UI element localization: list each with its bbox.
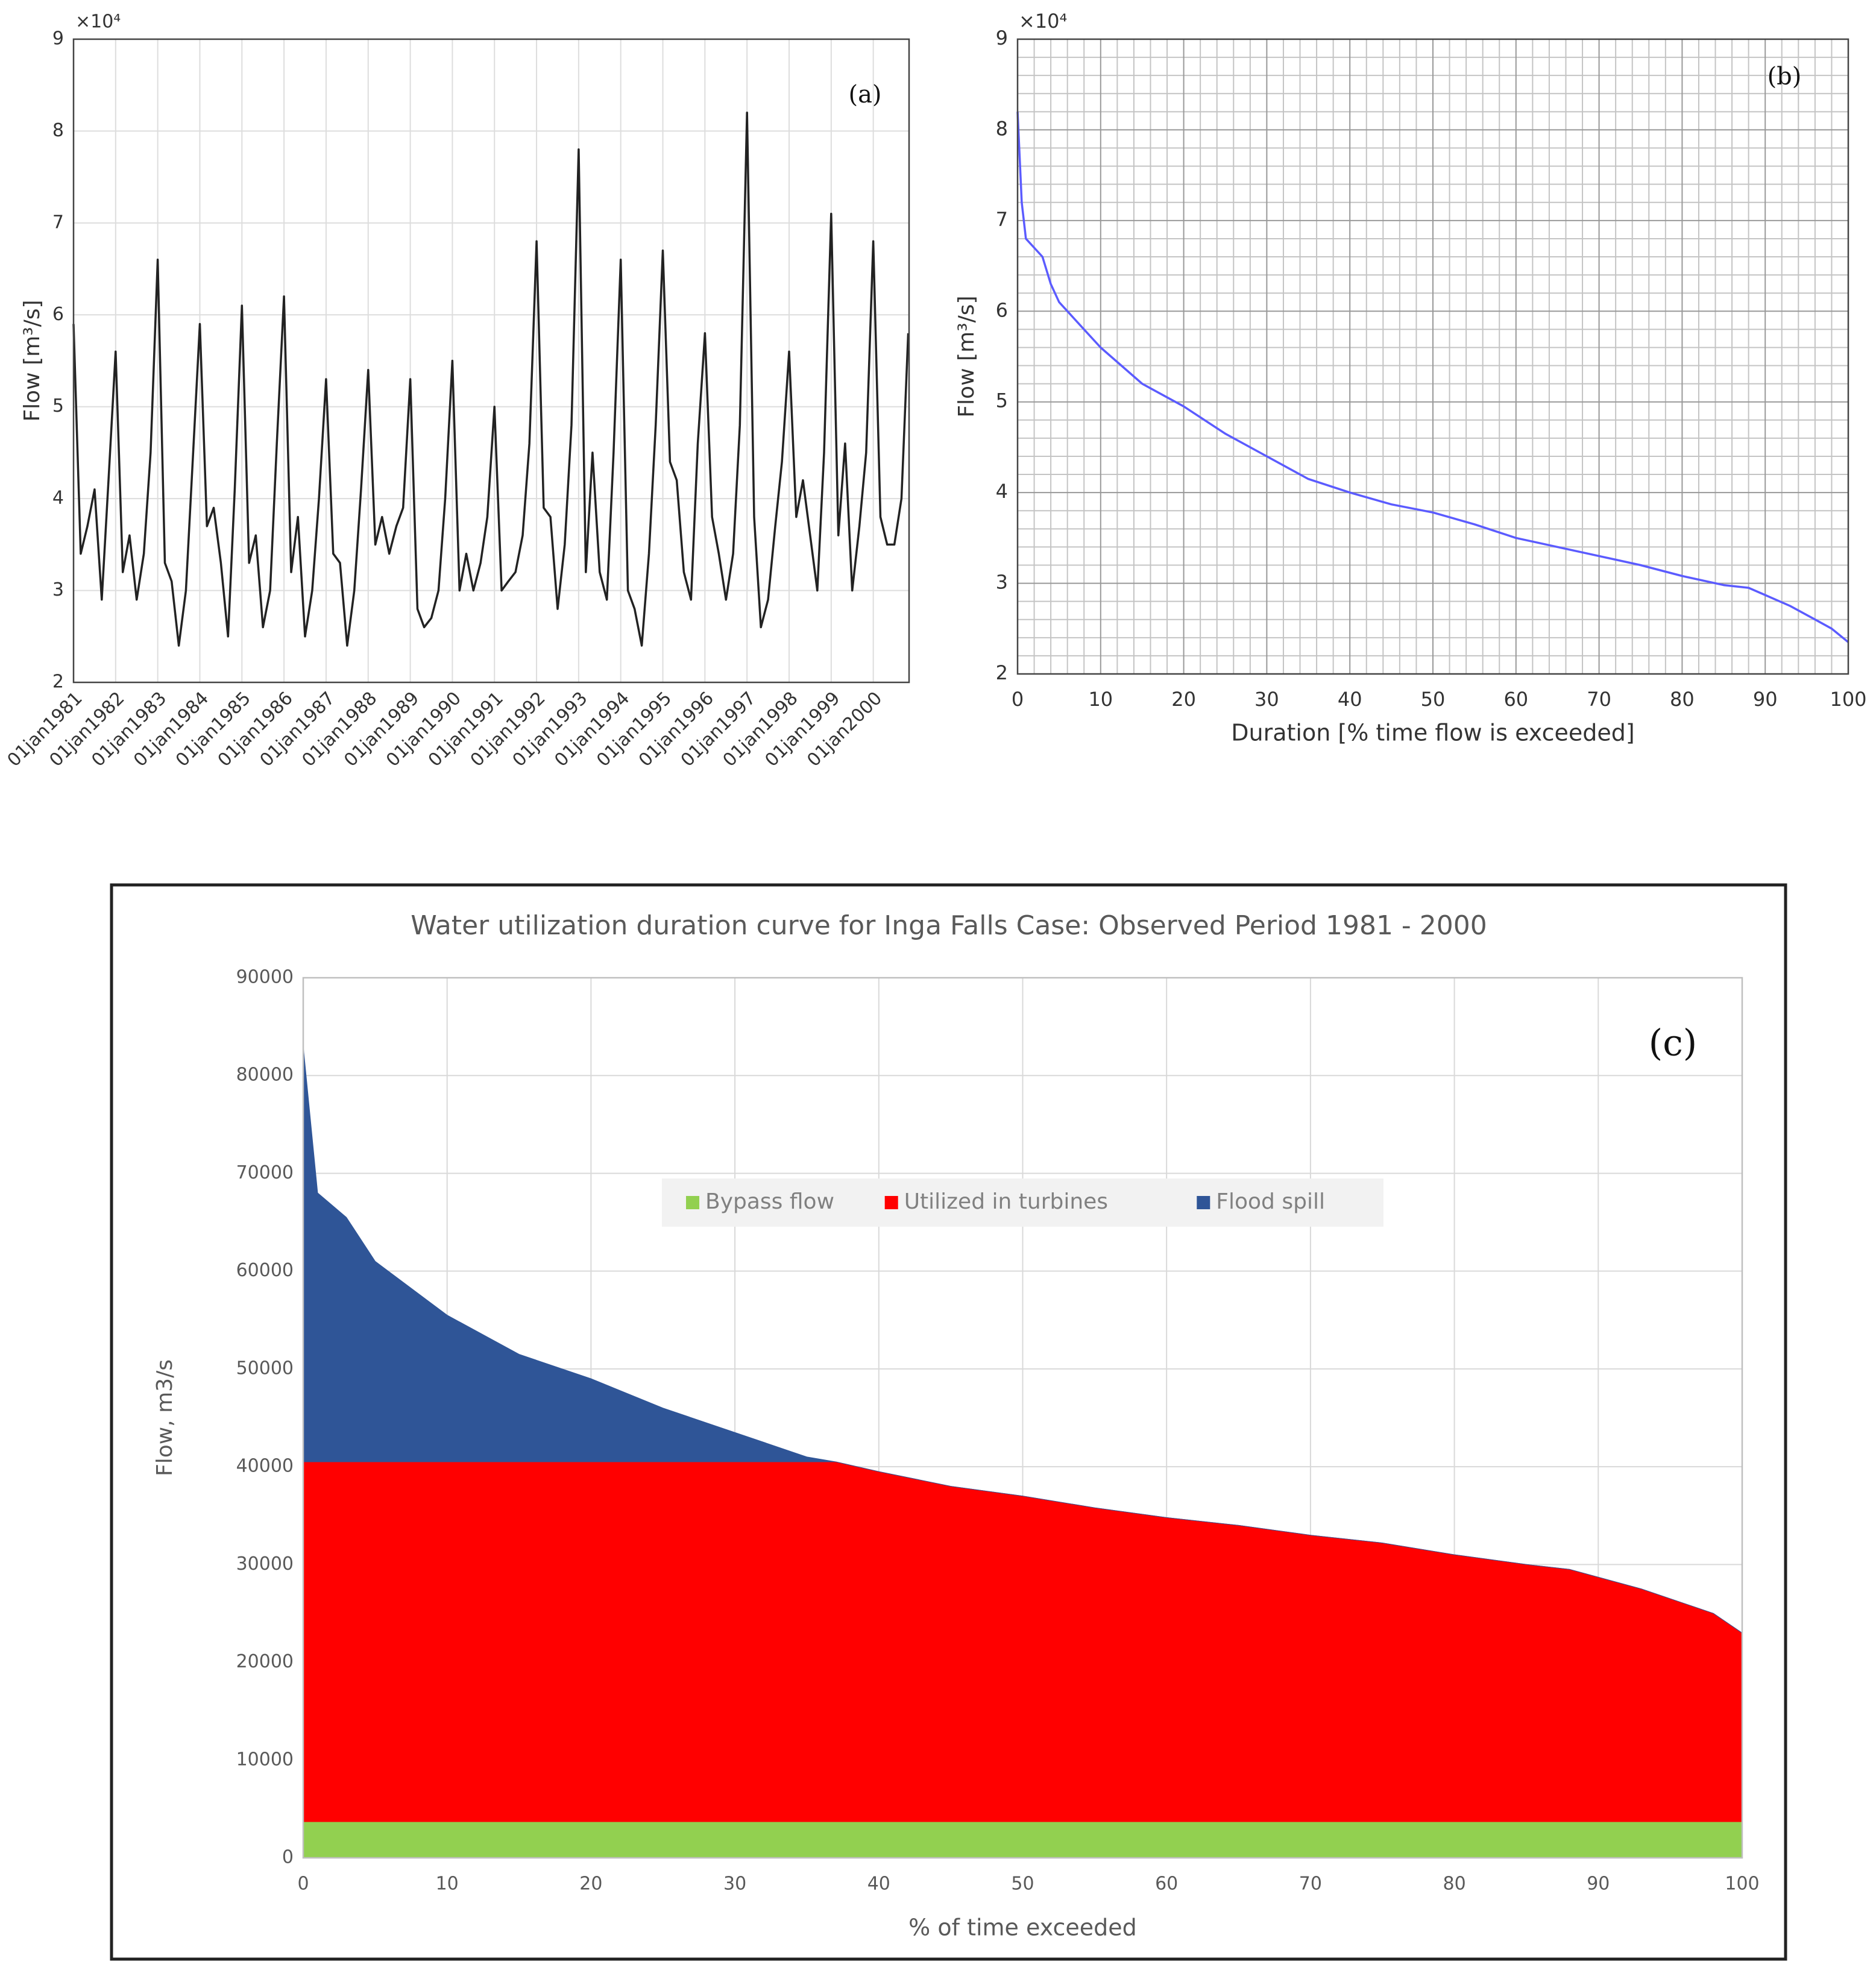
panel-label: (b) — [1767, 63, 1802, 90]
y-tick-label: 4 — [996, 480, 1008, 503]
y-tick-label: 6 — [52, 304, 64, 325]
x-tick-label: 20 — [1171, 688, 1196, 711]
x-tick-label: 40 — [1338, 688, 1362, 711]
y-tick-label: 0 — [282, 1847, 294, 1868]
y-tick-label: 7 — [52, 212, 64, 233]
x-tick-label: 100 — [1830, 688, 1866, 711]
y-multiplier: ×10⁴ — [75, 11, 121, 33]
x-tick-label: 80 — [1443, 1874, 1466, 1895]
data-line — [1016, 112, 1849, 643]
area — [303, 1046, 1743, 1634]
panel-c-border — [110, 883, 1787, 1961]
x-tick-label: 100 — [1725, 1874, 1759, 1895]
y-axis-label: Flow [m³/s] — [20, 300, 45, 421]
y-tick-label: 9 — [996, 27, 1008, 49]
y-tick-label: 8 — [996, 117, 1008, 140]
x-tick-label: 90 — [1587, 1874, 1610, 1895]
legend-label: Flood spill — [1216, 1189, 1325, 1214]
y-tick-label: 2 — [996, 661, 1008, 684]
y-axis-label: Flow, m3/s — [153, 1359, 177, 1476]
x-tick-label: 0 — [1012, 688, 1024, 711]
y-tick-label: 3 — [52, 579, 64, 600]
legend-swatch — [686, 1196, 700, 1209]
y-tick-label: 40000 — [236, 1456, 294, 1477]
x-tick-label: 10 — [436, 1874, 459, 1895]
plot-frame — [302, 977, 1743, 1859]
legend-label: Utilized in turbines — [904, 1189, 1108, 1214]
panel-label: (a) — [848, 81, 881, 109]
x-tick-label: 20 — [579, 1874, 602, 1895]
legend-label: Bypass flow — [705, 1189, 834, 1214]
x-tick-label: 30 — [723, 1874, 746, 1895]
y-tick-label: 4 — [52, 488, 64, 509]
y-tick-label: 5 — [52, 395, 64, 417]
y-tick-label: 50000 — [236, 1358, 294, 1379]
y-tick-label: 3 — [996, 571, 1008, 594]
legend-swatch — [1197, 1196, 1210, 1209]
y-tick-label: 5 — [996, 389, 1008, 412]
x-axis-label: Duration [% time flow is exceeded] — [1231, 720, 1634, 746]
legend-box — [662, 1178, 1383, 1227]
y-tick-label: 7 — [996, 208, 1008, 231]
y-tick-label: 2 — [52, 672, 64, 693]
x-tick-label: 30 — [1254, 688, 1279, 711]
x-axis-label: % of time exceeded — [908, 1915, 1137, 1941]
y-tick-label: 20000 — [236, 1651, 294, 1672]
plot-frame — [1016, 38, 1849, 675]
x-tick-label: 50 — [1011, 1874, 1034, 1895]
x-tick-label: 60 — [1503, 688, 1528, 711]
x-tick-label: 10 — [1088, 688, 1113, 711]
legend-swatch — [884, 1196, 898, 1209]
x-tick-label: 40 — [867, 1874, 890, 1895]
panel-label: (c) — [1649, 1022, 1697, 1065]
area — [303, 1821, 1743, 1858]
y-tick-label: 8 — [52, 120, 64, 141]
y-tick-label: 9 — [52, 28, 64, 49]
x-tick-label: 90 — [1753, 688, 1778, 711]
y-tick-label: 80000 — [236, 1065, 294, 1086]
x-tick-label: 0 — [297, 1874, 309, 1895]
y-tick-label: 90000 — [236, 967, 294, 988]
y-tick-label: 70000 — [236, 1162, 294, 1183]
x-tick-label: 50 — [1421, 688, 1446, 711]
y-multiplier: ×10⁴ — [1019, 10, 1067, 33]
x-tick-label: 80 — [1670, 688, 1695, 711]
y-tick-label: 10000 — [236, 1749, 294, 1770]
y-axis-label: Flow [m³/s] — [954, 295, 979, 417]
x-tick-label: 70 — [1587, 688, 1611, 711]
x-tick-label: 60 — [1155, 1874, 1178, 1895]
y-tick-label: 30000 — [236, 1553, 294, 1575]
y-tick-label: 60000 — [236, 1260, 294, 1281]
x-tick-label: 70 — [1299, 1874, 1322, 1895]
plot-frame — [72, 38, 910, 684]
data-line — [72, 112, 910, 647]
chart-title: Water utilization duration curve for Ing… — [411, 910, 1487, 941]
y-tick-label: 6 — [996, 298, 1008, 321]
